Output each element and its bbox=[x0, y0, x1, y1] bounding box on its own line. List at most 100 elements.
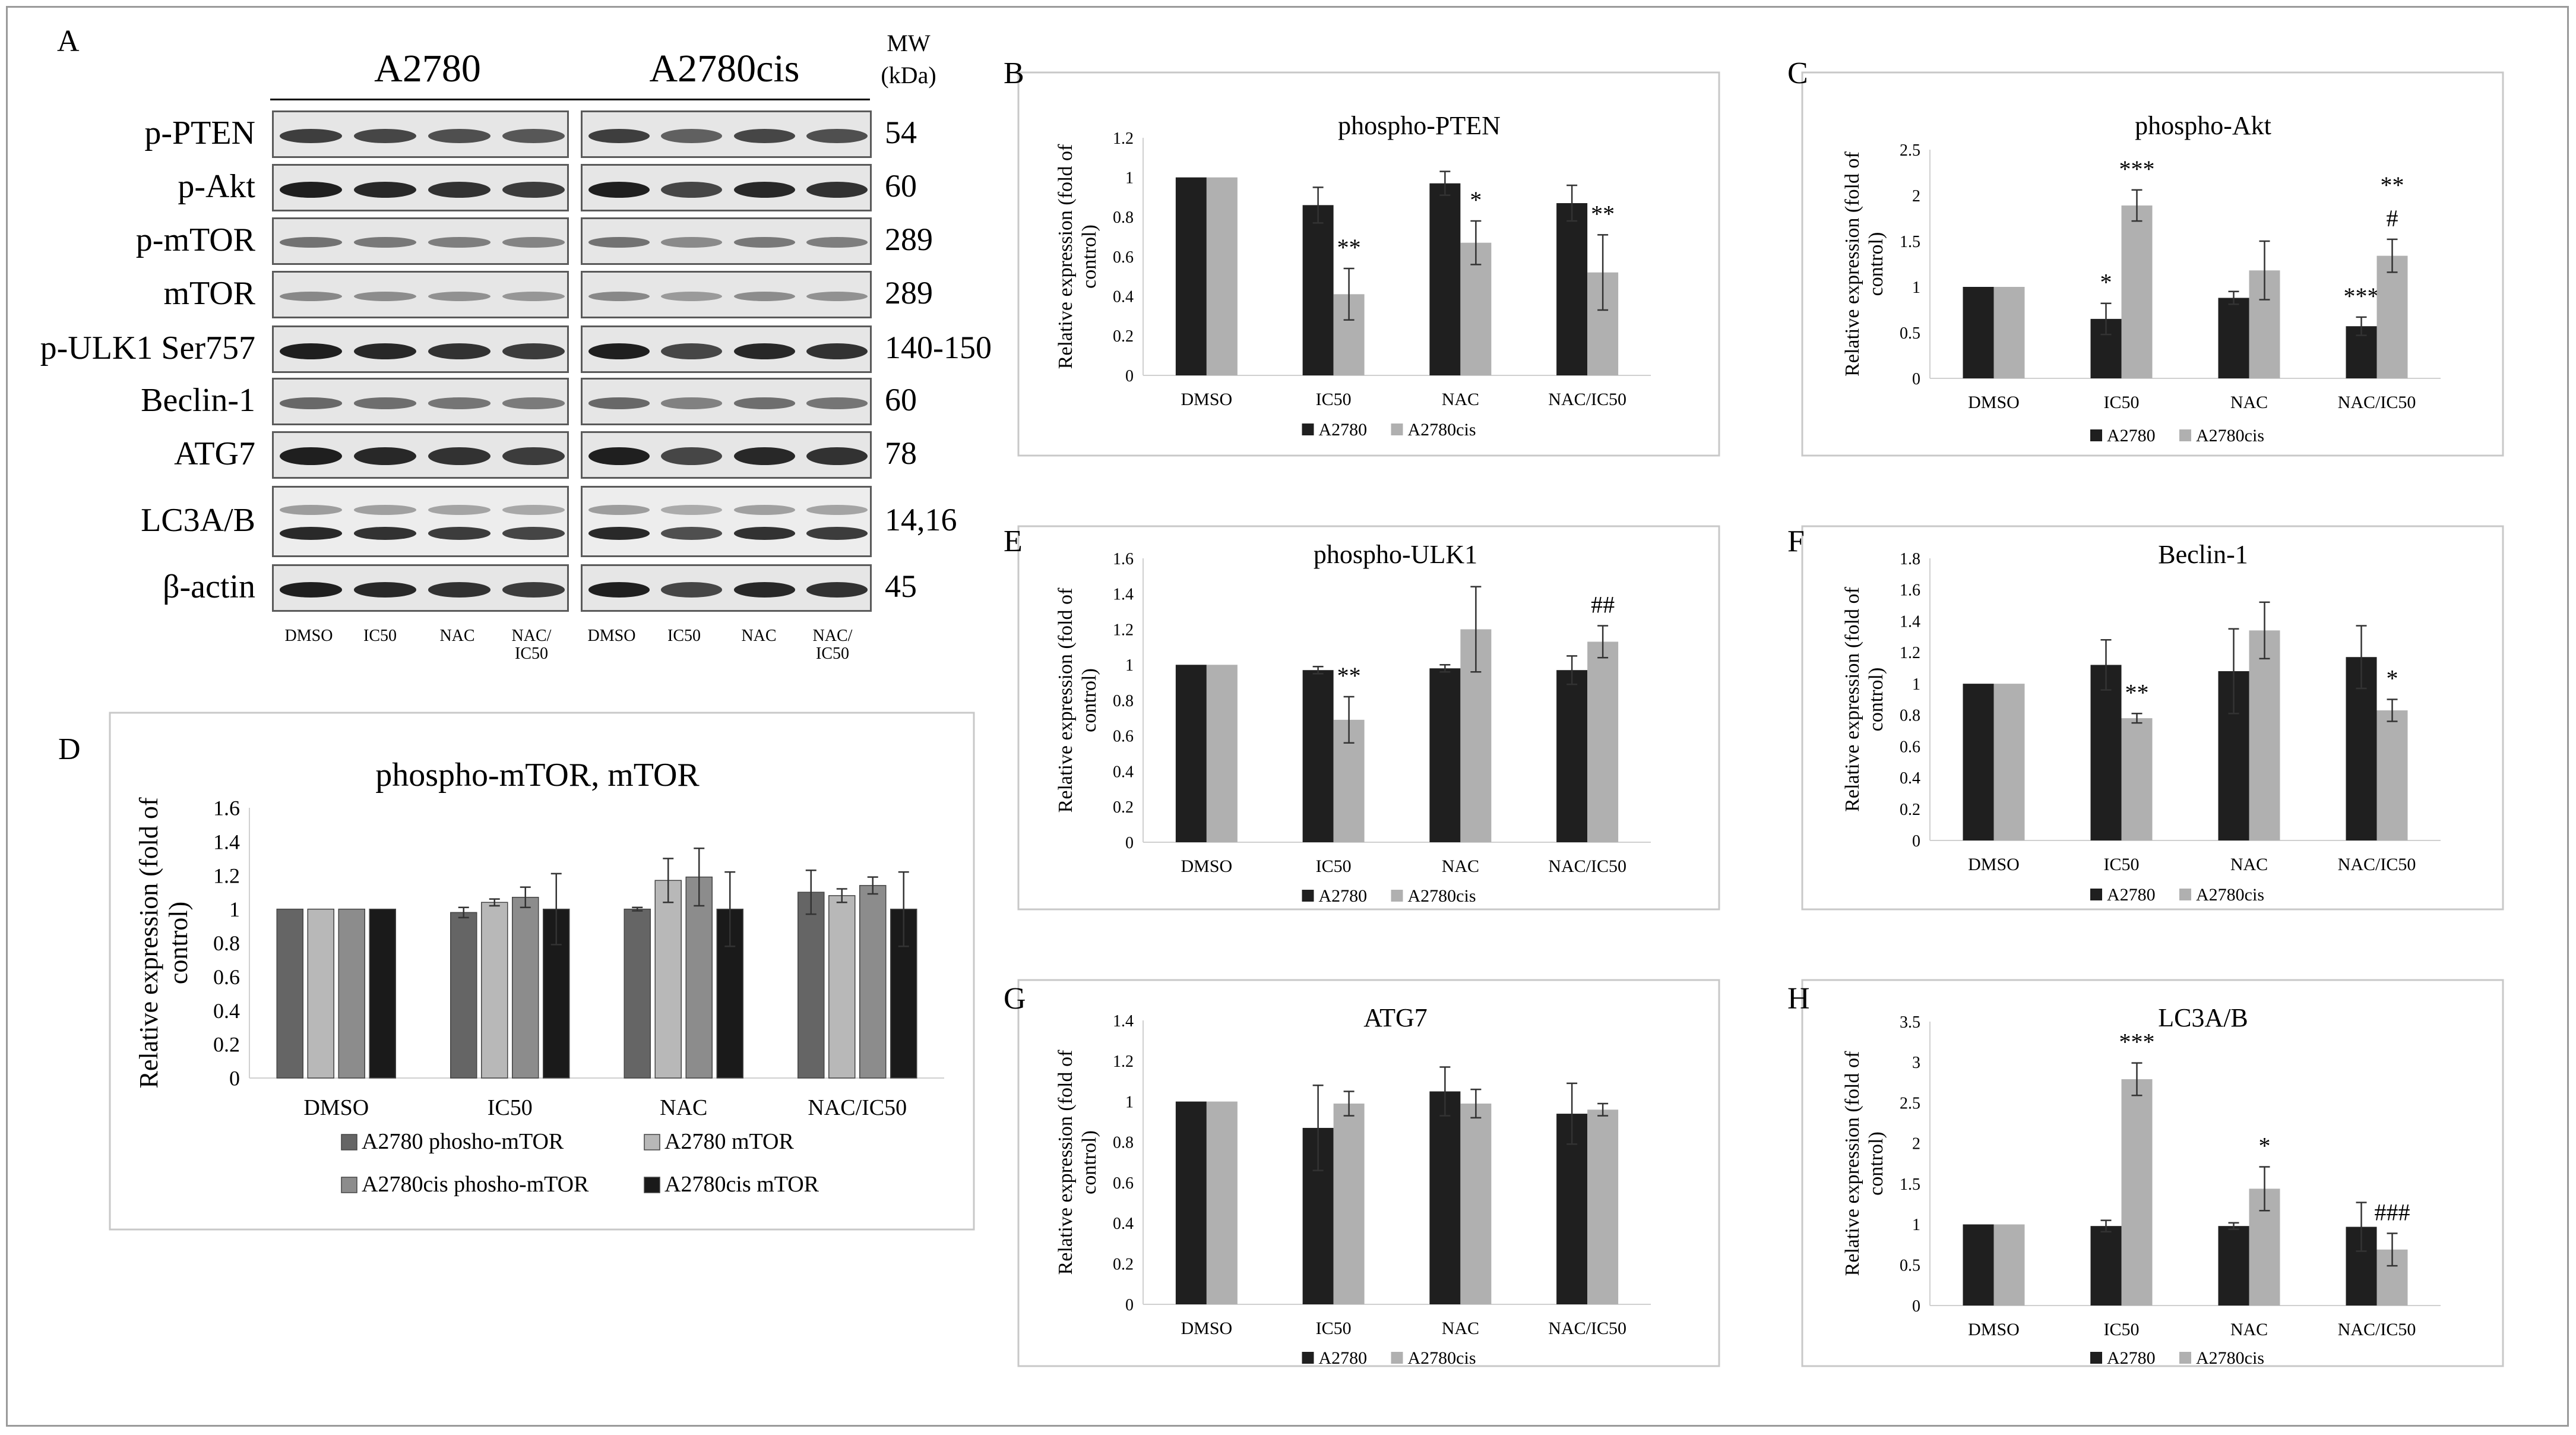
x-category-label: IC50 bbox=[1316, 1319, 1352, 1338]
legend-swatch bbox=[2090, 429, 2102, 441]
y-axis-label: Relative expression (fold ofcontrol) bbox=[1055, 587, 1100, 813]
protein-label: p-PTEN bbox=[144, 115, 255, 151]
mw-value: 78 bbox=[885, 435, 917, 471]
chart-panel-g: G ATG7 0 0.2 0.4 0.6 0.8 1 1.2 1.4 Relative expres… bbox=[1004, 979, 1720, 1368]
blot-band bbox=[661, 237, 723, 248]
significance-marker-line: ** bbox=[1337, 234, 1361, 261]
legend-swatch bbox=[2090, 1352, 2102, 1364]
y-tick-label: 1.4 bbox=[1113, 1012, 1134, 1031]
significance-marker: ** bbox=[2125, 679, 2149, 706]
x-category-label: NAC/IC50 bbox=[1548, 390, 1626, 409]
x-category-label: DMSO bbox=[1181, 390, 1233, 409]
blot-image bbox=[272, 110, 569, 158]
legend-label: A2780cis phosho-mTOR bbox=[362, 1172, 589, 1197]
chart-frame bbox=[1017, 525, 1720, 911]
blot-band bbox=[354, 527, 416, 540]
blot-band bbox=[661, 527, 723, 540]
x-category-label: NAC bbox=[1442, 856, 1479, 876]
chart-frame bbox=[1801, 979, 2504, 1367]
legend-swatch bbox=[2179, 889, 2191, 900]
blot-image bbox=[581, 164, 872, 211]
blot-image bbox=[581, 217, 872, 265]
bar bbox=[450, 912, 477, 1079]
mw-header: MW (kDa) bbox=[864, 27, 953, 91]
y-tick-label: 0.6 bbox=[1113, 728, 1134, 746]
chart-title: ATG7 bbox=[1363, 1003, 1428, 1032]
legend-swatch bbox=[2179, 1352, 2191, 1364]
blot-image bbox=[581, 564, 872, 612]
bar bbox=[1175, 665, 1207, 842]
blot-band bbox=[733, 397, 795, 409]
y-axis-label-line: Relative expression (fold of bbox=[1055, 587, 1077, 813]
x-category-label: DMSO bbox=[1181, 856, 1233, 876]
x-category-label: IC50 bbox=[2104, 393, 2140, 412]
blot-band bbox=[806, 447, 868, 466]
legend-label: A2780 mTOR bbox=[664, 1129, 794, 1154]
y-axis-label: Relative expression (fold ofcontrol) bbox=[1841, 1051, 1887, 1276]
bar bbox=[307, 908, 334, 1079]
bar bbox=[338, 908, 365, 1079]
bar bbox=[369, 908, 396, 1079]
x-category-label: NAC bbox=[2230, 855, 2268, 874]
significance-marker-line: ** bbox=[2125, 679, 2149, 706]
blot-band bbox=[428, 527, 490, 540]
y-tick-label: 0 bbox=[1125, 834, 1134, 852]
mw-value: 289 bbox=[885, 275, 933, 311]
y-tick-label: 0.6 bbox=[1113, 1174, 1134, 1193]
y-tick-label: 0.4 bbox=[1900, 769, 1920, 788]
chart-title: LC3A/B bbox=[2158, 1003, 2248, 1032]
blot-band bbox=[806, 397, 868, 409]
significance-marker: ** # bbox=[2381, 172, 2404, 232]
y-axis-label: Relative expression (fold ofcontrol) bbox=[1055, 1050, 1100, 1275]
chart-title: phospho-Akt bbox=[2135, 111, 2271, 140]
blot-band bbox=[354, 292, 416, 301]
panel-letter-a: A bbox=[57, 24, 80, 58]
y-tick-label: 0.4 bbox=[1113, 287, 1134, 306]
y-axis-label-line: control) bbox=[1078, 668, 1100, 732]
y-tick-label: 1.6 bbox=[1900, 581, 1920, 600]
y-tick-label: 3.5 bbox=[1900, 1013, 1920, 1032]
y-tick-label: 0.6 bbox=[213, 965, 240, 989]
y-tick-label: 0 bbox=[1912, 832, 1920, 851]
y-tick-label: 1.6 bbox=[1113, 550, 1134, 568]
y-tick-label: 1.4 bbox=[213, 830, 240, 854]
protein-label: mTOR bbox=[163, 275, 255, 312]
chart-frame bbox=[1017, 71, 1720, 457]
y-tick-label: 3 bbox=[1912, 1054, 1920, 1072]
y-tick-label: 0 bbox=[1912, 370, 1920, 388]
x-category-label: DMSO bbox=[1968, 855, 2020, 874]
x-category-label: NAC bbox=[2230, 393, 2268, 412]
blot-band bbox=[733, 527, 795, 540]
blot-band bbox=[428, 237, 490, 248]
bar bbox=[1206, 1101, 1238, 1304]
cell-line-header-a2780: A2780 bbox=[374, 47, 481, 90]
legend-label: A2780cis bbox=[2196, 885, 2264, 905]
bar bbox=[798, 892, 825, 1079]
panel-letter: D bbox=[58, 732, 81, 766]
bar bbox=[276, 908, 303, 1079]
x-category-label: IC50 bbox=[2104, 855, 2140, 874]
blot-band bbox=[502, 343, 565, 360]
chart-frame bbox=[1801, 525, 2504, 911]
lane-label-line: NAC/ bbox=[812, 627, 853, 645]
significance-marker-line: * bbox=[1470, 187, 1482, 213]
significance-marker: *** bbox=[2344, 283, 2379, 309]
protein-label: p-mTOR bbox=[135, 222, 255, 258]
blot-band bbox=[806, 237, 868, 248]
chart-frame bbox=[109, 712, 975, 1231]
significance-marker-line: # bbox=[2387, 205, 2398, 232]
blot-band bbox=[588, 292, 650, 301]
blot-band bbox=[354, 343, 416, 360]
blot-image bbox=[272, 431, 569, 479]
bar bbox=[1302, 670, 1334, 842]
mw-value: 45 bbox=[885, 568, 917, 604]
blot-band bbox=[806, 292, 868, 301]
chart-title: phospho-PTEN bbox=[1338, 111, 1501, 140]
bar bbox=[1587, 641, 1619, 842]
significance-marker-line: * bbox=[2387, 665, 2398, 692]
blot-image bbox=[581, 110, 872, 158]
blot-band bbox=[354, 182, 416, 198]
y-tick-label: 1.5 bbox=[1900, 233, 1920, 251]
